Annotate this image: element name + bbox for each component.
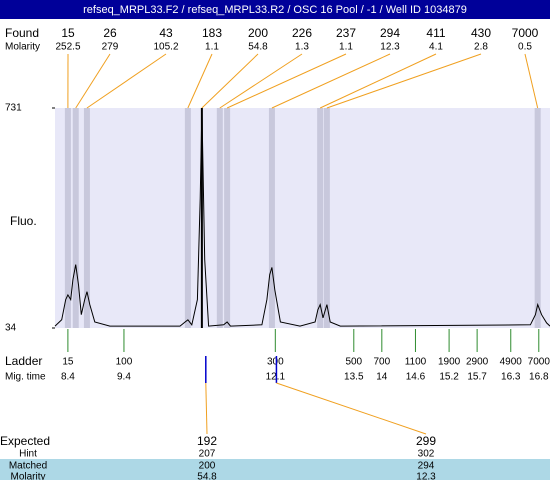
found-label: Found	[5, 26, 39, 40]
peak-band	[534, 108, 541, 328]
expected-leader	[276, 382, 427, 435]
peak-leader	[86, 53, 167, 109]
found-size: 237	[336, 26, 356, 40]
ladder-time: 16.8	[529, 372, 549, 383]
mig-time-label: Mig. time	[5, 372, 46, 383]
found-size: 200	[248, 26, 268, 40]
expected-value: 294	[418, 461, 435, 472]
found-molarity: 105.2	[153, 42, 178, 53]
plot-area	[55, 108, 550, 328]
peak-leader	[326, 53, 482, 109]
molarity-label: Molarity	[5, 42, 40, 53]
ladder-size: 4900	[500, 357, 523, 368]
expected-value: 12.3	[416, 472, 436, 480]
expected-value: 200	[199, 461, 216, 472]
found-size: 7000	[512, 26, 539, 40]
found-size: 411	[426, 26, 445, 40]
expected-row-label: Expected	[0, 434, 50, 448]
found-molarity: 1.3	[295, 42, 309, 53]
peak-leader	[271, 53, 391, 109]
ladder-size: 2900	[466, 357, 489, 368]
peak-band	[317, 108, 324, 328]
peak-band	[83, 108, 90, 328]
found-size: 43	[159, 26, 173, 40]
ladder-label: Ladder	[5, 354, 42, 368]
found-molarity: 1.1	[339, 42, 353, 53]
peak-band	[224, 108, 231, 328]
peak-leader	[187, 53, 213, 109]
found-molarity: 279	[102, 42, 119, 53]
ladder-time: 14	[376, 372, 388, 383]
expected-row-label: Hint	[19, 449, 37, 460]
peak-band	[72, 108, 79, 328]
ladder-time: 15.7	[467, 372, 487, 383]
ladder-time: 15.2	[439, 372, 459, 383]
ladder-size: 1100	[405, 357, 427, 368]
found-size: 226	[292, 26, 312, 40]
peak-leader	[219, 53, 303, 109]
ladder-time: 12.1	[266, 372, 286, 383]
trace	[54, 107, 550, 327]
peak-band	[64, 108, 71, 328]
found-molarity: 2.8	[474, 42, 488, 53]
found-size: 183	[202, 26, 222, 40]
ladder-size: 15	[62, 357, 74, 368]
ladder-time: 8.4	[61, 372, 75, 383]
peak-leader	[524, 53, 539, 109]
found-molarity: 0.5	[518, 42, 532, 53]
peak-band	[323, 108, 330, 328]
ladder-time: 9.4	[117, 372, 131, 383]
found-molarity: 12.3	[380, 42, 400, 53]
peak-band	[268, 108, 275, 328]
peak-band	[216, 108, 223, 328]
ladder-size: 300	[267, 357, 284, 368]
expected-value: 207	[199, 449, 216, 460]
expected-row-label: Matched	[9, 461, 47, 472]
ladder-time: 14.6	[406, 372, 426, 383]
chart-title: refseq_MRPL33.F2 / refseq_MRPL33.R2 / OS…	[83, 4, 467, 16]
expected-value: 299	[416, 434, 436, 448]
peak-leader	[201, 53, 259, 109]
ladder-size: 500	[345, 357, 362, 368]
y-axis-label: Fluo.	[10, 214, 37, 228]
peak-leader	[75, 53, 111, 109]
y-tick-label: 34	[5, 323, 17, 334]
y-tick-label: 731	[5, 103, 22, 114]
peak-leader	[319, 53, 437, 109]
expected-leader	[205, 382, 208, 435]
ladder-time: 16.3	[501, 372, 521, 383]
expected-value: 302	[418, 449, 435, 460]
found-size: 15	[61, 26, 75, 40]
ladder-size: 7000	[528, 357, 550, 368]
expected-value: 54.8	[197, 472, 217, 480]
ladder-time: 13.5	[344, 372, 364, 383]
ladder-size: 1900	[438, 357, 461, 368]
peak-leader	[226, 53, 347, 109]
ladder-size: 100	[116, 357, 133, 368]
found-size: 26	[103, 26, 117, 40]
found-size: 430	[471, 26, 491, 40]
peak-band	[184, 108, 191, 328]
found-molarity: 54.8	[248, 42, 268, 53]
expected-value: 192	[197, 434, 217, 448]
ladder-size: 700	[373, 357, 390, 368]
expected-row-label: Molarity	[10, 472, 45, 480]
matched-band	[0, 459, 550, 480]
found-molarity: 1.1	[205, 42, 219, 53]
found-size: 294	[380, 26, 400, 40]
found-molarity: 252.5	[55, 42, 80, 53]
title-bar	[0, 0, 550, 19]
selected-peak-band	[200, 108, 203, 328]
found-molarity: 4.1	[429, 42, 443, 53]
